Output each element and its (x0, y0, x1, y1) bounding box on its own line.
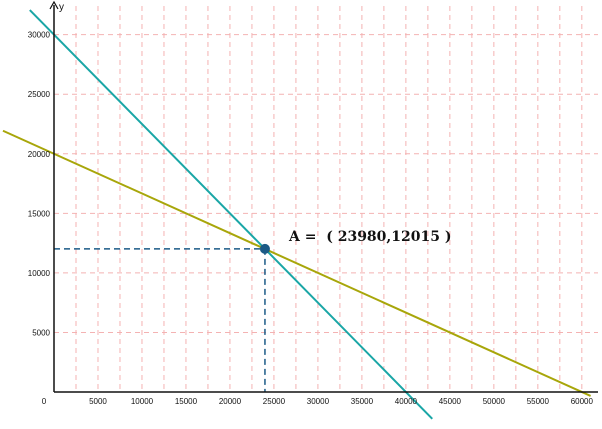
x-tick-label: 50000 (483, 397, 506, 406)
y-tick-label: 5000 (32, 328, 50, 337)
x-tick-label: 40000 (395, 397, 418, 406)
y-tick-label: 10000 (28, 269, 51, 278)
x-tick-label: 30000 (307, 397, 330, 406)
intersection-point: A = ( 23980,12015 ) (259, 229, 452, 254)
x-tick-label: 10000 (131, 397, 154, 406)
series-line-1 (29, 9, 433, 420)
y-axis-arrow (49, 0, 59, 10)
x-tick-label: 35000 (351, 397, 374, 406)
x-tick-label: 5000 (89, 397, 107, 406)
y-tick-label: 25000 (28, 90, 51, 99)
x-tick-label: 25000 (263, 397, 286, 406)
grid (54, 6, 598, 392)
y-tick-label: 15000 (28, 209, 51, 218)
x-tick-label: 0 (42, 397, 47, 406)
y-axis-label: y (59, 2, 64, 13)
x-tick-label: 60000 (571, 397, 594, 406)
x-tick-label: 15000 (175, 397, 198, 406)
y-tick-label: 20000 (28, 150, 51, 159)
x-tick-label: 20000 (219, 397, 242, 406)
point-a-label: A = ( 23980,12015 ) (288, 229, 452, 245)
x-tick-label: 45000 (439, 397, 462, 406)
series-lines (2, 9, 592, 420)
point-a-marker (259, 243, 270, 254)
axes: y (49, 0, 598, 393)
x-tick-label: 55000 (527, 397, 550, 406)
series-line-2 (2, 129, 592, 397)
guides (54, 248, 266, 392)
y-tick-label: 30000 (28, 31, 51, 40)
tick-labels: 0 5000 10000 15000 20000 25000 30000 35000 40000… (28, 31, 594, 406)
